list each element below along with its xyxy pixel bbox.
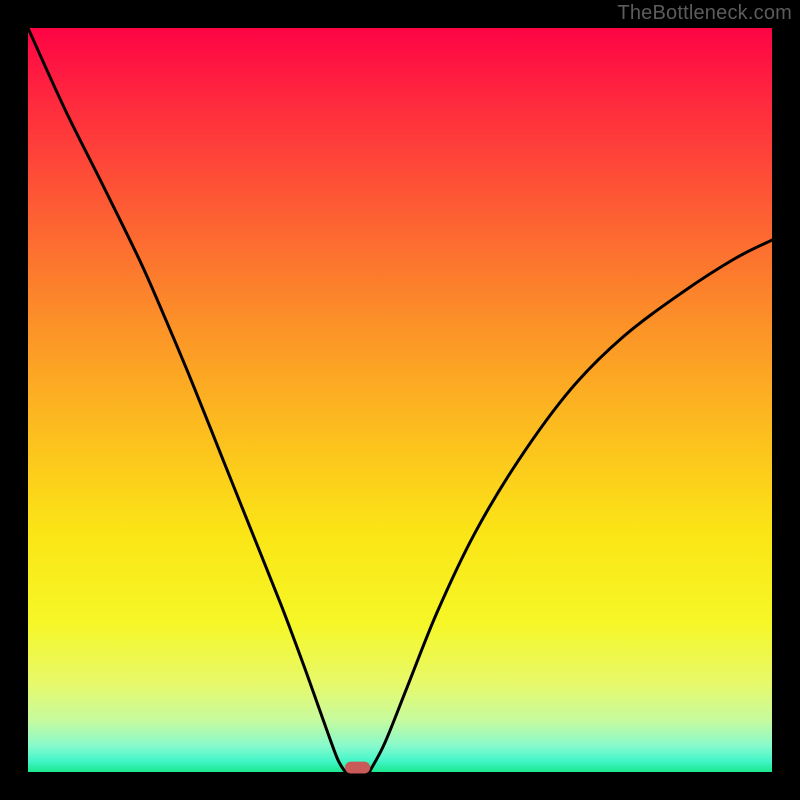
watermark-text: TheBottleneck.com (617, 2, 792, 25)
bottleneck-chart (0, 0, 800, 800)
chart-container: TheBottleneck.com (0, 0, 800, 800)
plot-background (28, 28, 772, 772)
optimal-marker[interactable] (345, 762, 370, 774)
